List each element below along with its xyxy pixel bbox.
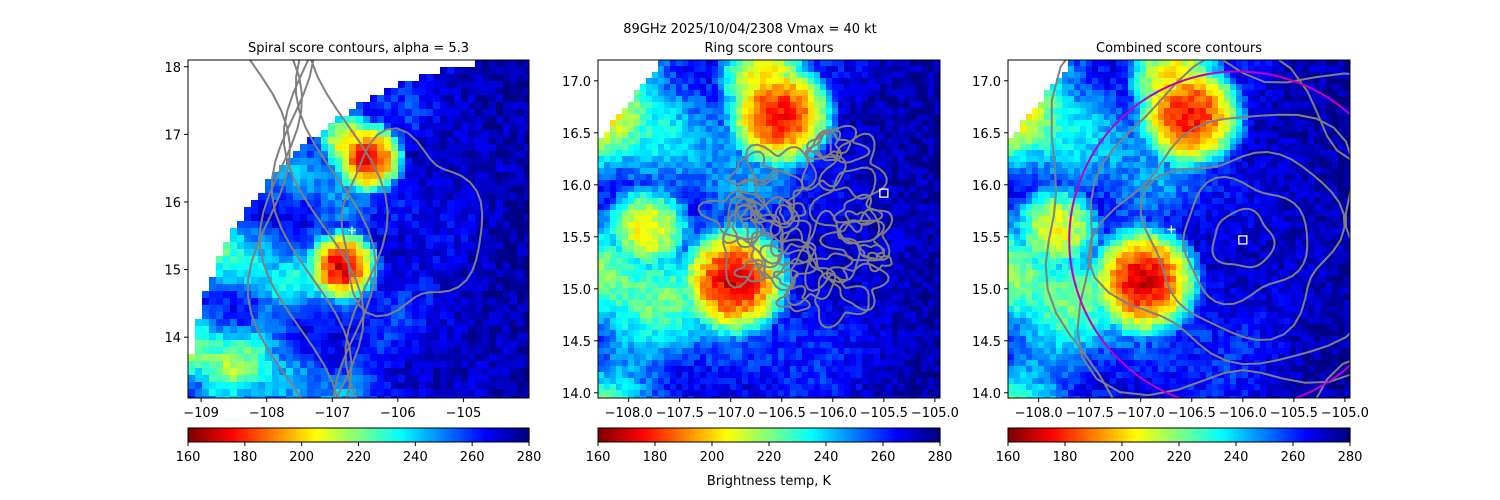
colorbar-tick-label: 180 <box>1053 450 1078 465</box>
colorbar: 160 180 200 220 240 260 280 <box>996 427 1363 465</box>
colorbar-tick-label: 200 <box>700 450 725 465</box>
y-tick-label: 15.5 <box>562 231 591 246</box>
panel-1: Spiral score contours, alpha = 5.3 −109 −1… <box>164 41 541 465</box>
colorbar-label: Brightness temp, K <box>707 474 832 489</box>
y-tick-label: 15.0 <box>562 283 591 298</box>
center-marker <box>347 226 356 235</box>
center-marker <box>1238 235 1248 245</box>
colorbar: 160 180 200 220 240 260 280 <box>176 427 542 465</box>
colorbar-tick-label: 280 <box>928 450 953 465</box>
colorbar-tick-label: 160 <box>996 450 1021 465</box>
colorbar-tick-label: 280 <box>1338 450 1363 465</box>
y-tick-label: 14.5 <box>972 335 1001 350</box>
y-tick-label: 14.5 <box>562 335 591 350</box>
figure-suptitle: 89GHz 2025/10/04/2308 Vmax = 40 kt <box>623 22 877 37</box>
colorbar: 160 180 200 220 240 260 280 <box>586 427 953 465</box>
score-contours <box>697 124 894 329</box>
y-tick-label: 17.0 <box>562 75 591 90</box>
panel-3: Combined score contours −108.0 −107.5 −107.… <box>972 41 1369 465</box>
center-marker <box>879 188 889 198</box>
colorbar-tick-label: 200 <box>289 450 314 465</box>
colorbar-tick-label: 260 <box>460 450 485 465</box>
brightness-field <box>1008 60 1350 398</box>
x-tick-label: −106.5 <box>1168 406 1216 421</box>
x-tick-label: −105.0 <box>1321 406 1369 421</box>
colorbar-tick-label: 240 <box>403 450 428 465</box>
x-tick-label: −109 <box>183 406 219 421</box>
x-tick-label: −105.5 <box>1270 406 1318 421</box>
colorbar-tick-label: 200 <box>1110 450 1135 465</box>
panel-title: Combined score contours <box>1096 41 1262 56</box>
x-tick-label: −107.0 <box>1117 406 1165 421</box>
axes-frame <box>187 59 530 399</box>
colorbar-tick-label: 160 <box>176 450 201 465</box>
brightness-field <box>188 60 529 398</box>
y-tick-label: 16.5 <box>562 127 591 142</box>
x-tick-label: −105.5 <box>860 406 908 421</box>
y-tick-label: 17 <box>164 128 181 143</box>
x-tick-label: −108.0 <box>1015 406 1063 421</box>
brightness-field <box>598 60 940 398</box>
colorbar-tick-label: 280 <box>517 450 542 465</box>
y-tick-label: 15.5 <box>972 231 1001 246</box>
colorbar-tick-label: 240 <box>814 450 839 465</box>
colorbar-tick-label: 260 <box>871 450 896 465</box>
colorbar-tick-label: 160 <box>586 450 611 465</box>
colorbar-tick-label: 180 <box>643 450 668 465</box>
colorbar-tick-label: 220 <box>346 450 371 465</box>
y-tick-label: 14 <box>164 331 181 346</box>
x-tick-label: −107.0 <box>707 406 755 421</box>
y-tick-label: 17.0 <box>972 75 1001 90</box>
colorbar-tick-label: 240 <box>1224 450 1249 465</box>
y-tick-label: 16.5 <box>972 127 1001 142</box>
y-tick-label: 16.0 <box>562 179 591 194</box>
colorbar-tick-label: 180 <box>232 450 257 465</box>
y-tick-label: 14.0 <box>562 387 591 402</box>
x-tick-label: −106.5 <box>758 406 806 421</box>
axes-frame <box>1007 59 1351 399</box>
y-tick-label: 15.0 <box>972 283 1001 298</box>
fit-ring <box>1068 70 1350 398</box>
panel-title: Ring score contours <box>704 41 833 56</box>
x-tick-label: −106.0 <box>809 406 857 421</box>
x-tick-label: −105 <box>446 406 482 421</box>
colorbar-tick-label: 260 <box>1281 450 1306 465</box>
score-contours <box>246 60 484 398</box>
colorbar-tick-label: 220 <box>757 450 782 465</box>
x-tick-label: −105.0 <box>911 406 959 421</box>
axes-frame <box>597 59 941 399</box>
x-tick-label: −107.5 <box>656 406 704 421</box>
x-tick-label: −107.5 <box>1066 406 1114 421</box>
x-tick-label: −108.0 <box>605 406 653 421</box>
x-tick-label: −108 <box>249 406 285 421</box>
x-tick-label: −107 <box>314 406 350 421</box>
x-tick-label: −106 <box>380 406 416 421</box>
y-tick-label: 16 <box>164 196 181 211</box>
y-tick-label: 16.0 <box>972 179 1001 194</box>
x-tick-label: −106.0 <box>1219 406 1267 421</box>
y-tick-label: 18 <box>164 61 181 76</box>
cross-marker <box>1167 225 1176 234</box>
y-tick-label: 15 <box>164 264 181 279</box>
panel-title: Spiral score contours, alpha = 5.3 <box>248 41 469 56</box>
colorbar-tick-label: 220 <box>1167 450 1192 465</box>
y-tick-label: 14.0 <box>972 387 1001 402</box>
panel-2: Ring score contours−108.0 −107.5 −107.0 −10… <box>562 41 959 465</box>
